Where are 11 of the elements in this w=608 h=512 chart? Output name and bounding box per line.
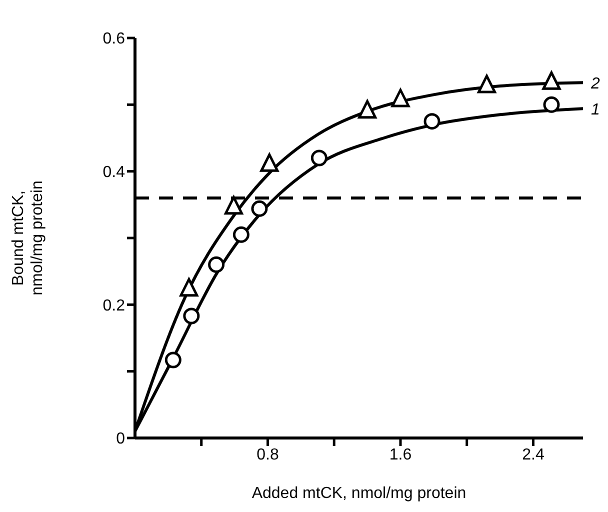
y-tick-label: 0.4 (102, 164, 126, 182)
x-tick-label: 2.4 (522, 446, 544, 464)
series-label: 1 (591, 102, 600, 119)
y-tick-label: 0 (116, 430, 126, 448)
series-label: 2 (590, 76, 600, 93)
x-tick-label: 1.6 (389, 446, 412, 464)
x-tick-label: 0.8 (256, 446, 279, 464)
y-tick-label: 0.2 (102, 297, 126, 314)
x-axis-title: Added mtCK, nmol/mg protein (252, 485, 466, 502)
y-tick-label: 0.6 (102, 30, 126, 48)
y-axis-title: Bound mtCK, nmol/mg protein (10, 180, 46, 296)
